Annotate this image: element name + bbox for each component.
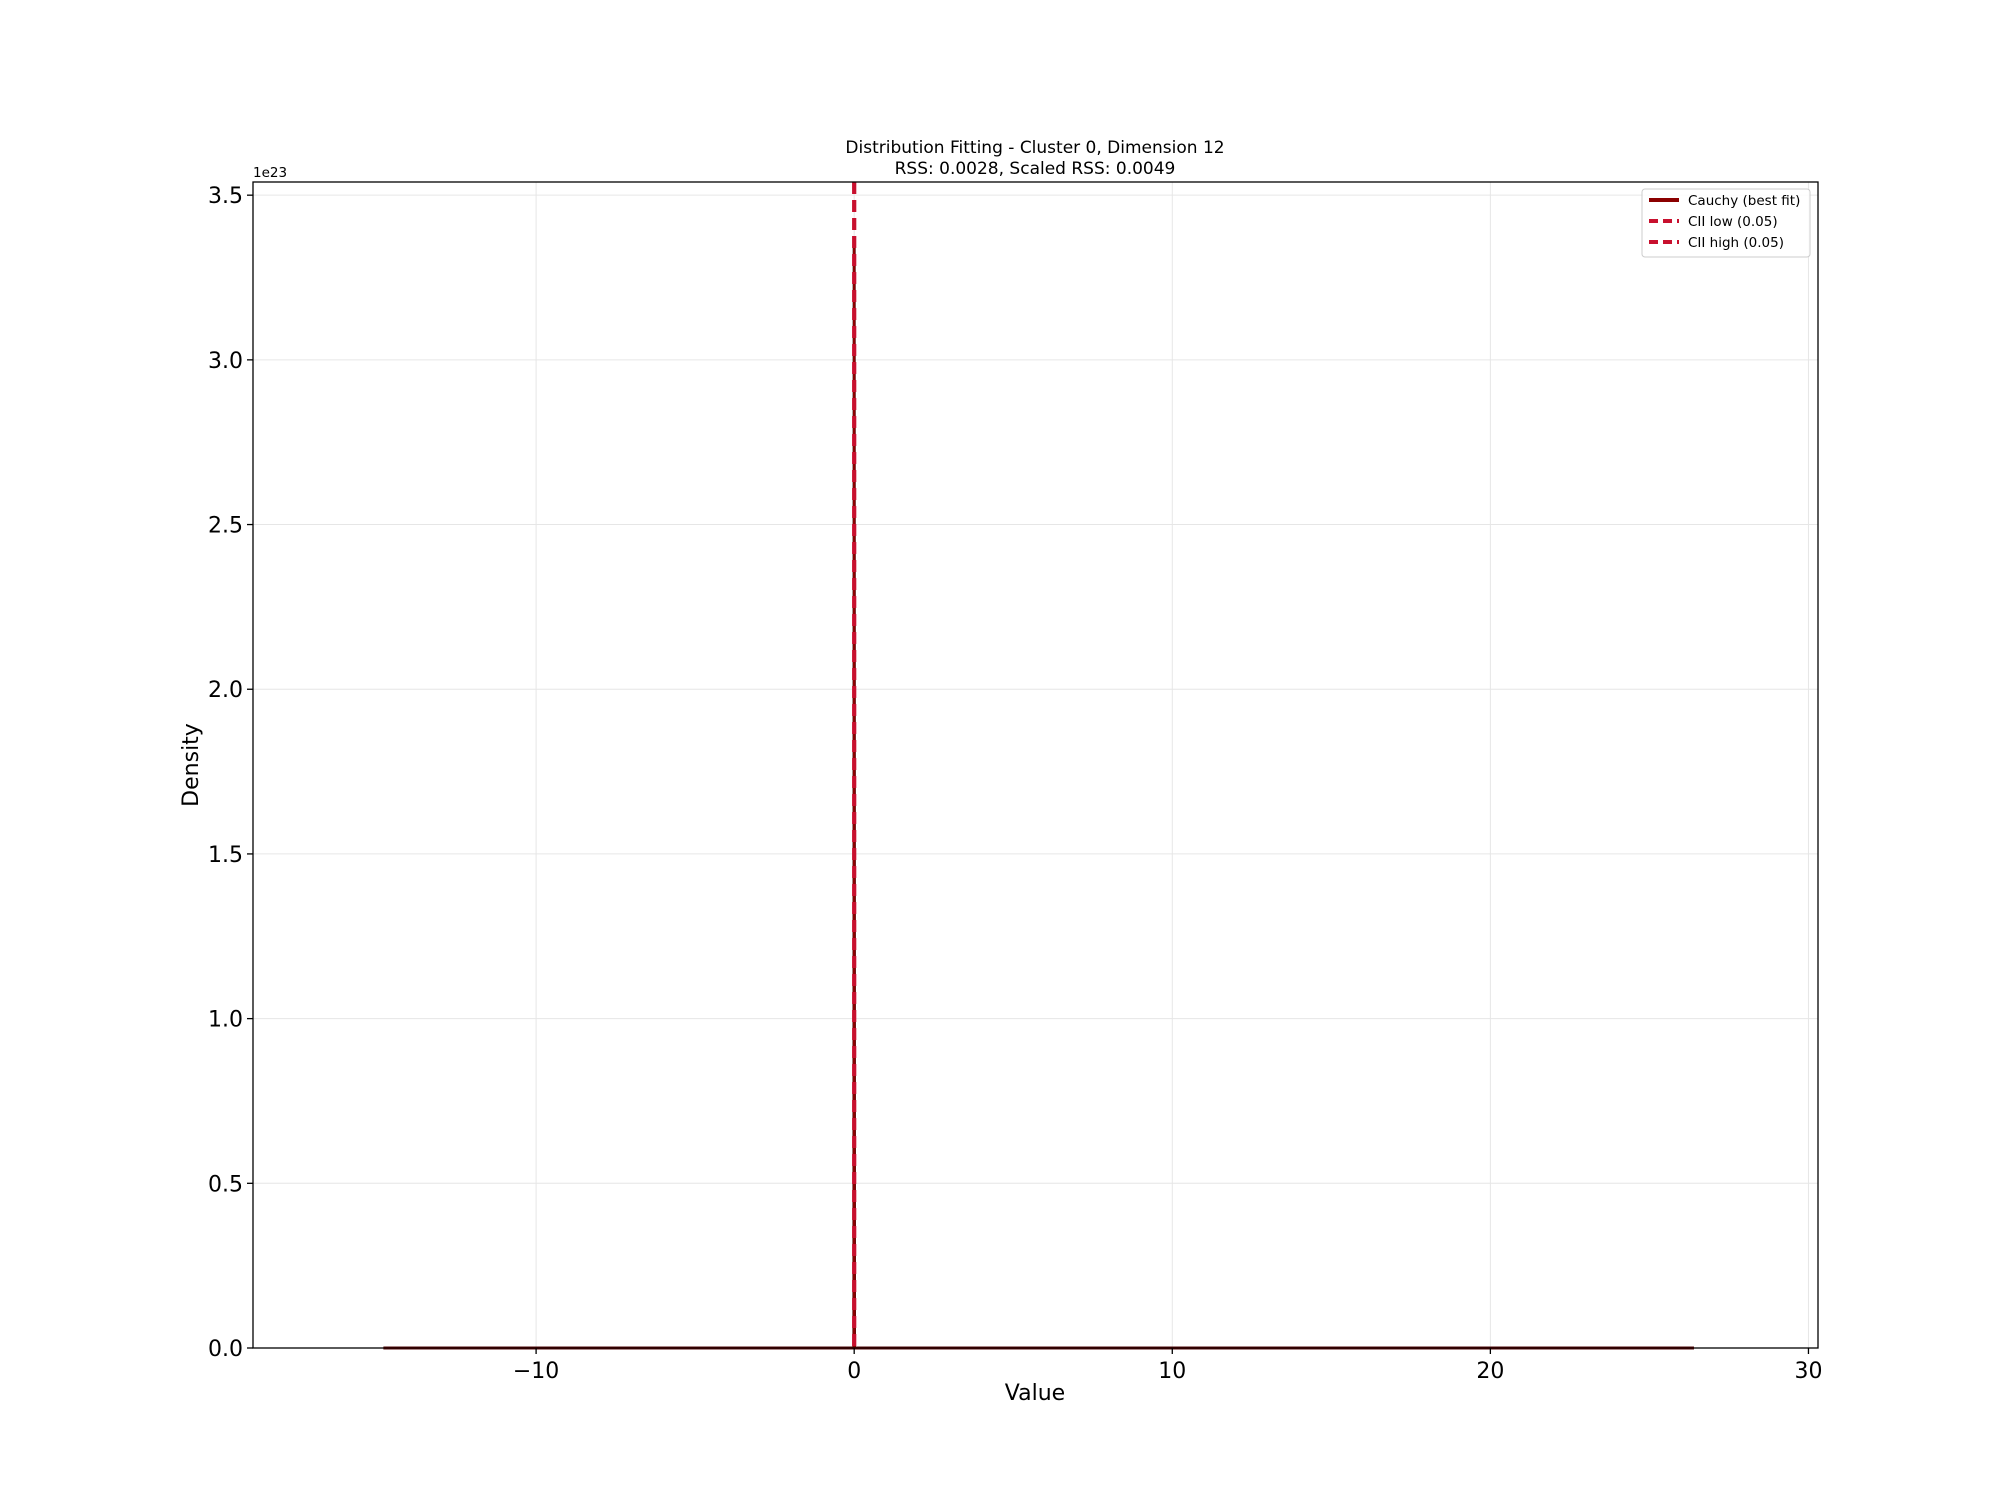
legend: Cauchy (best fit) CII low (0.05) CII hig…	[1641, 188, 1811, 258]
legend-label-cii-low: CII low (0.05)	[1688, 214, 1778, 230]
axis-ticks: −10 0 10 20 30 0.0 0.5 1.0 1.5 2.0 2.5 3.0 3.5	[208, 184, 1822, 1384]
y-tick-label: 3.0	[208, 349, 243, 374]
chart-subtitle: RSS: 0.0028, Scaled RSS: 0.0049	[895, 159, 1176, 179]
x-tick-label: 0	[847, 1359, 861, 1384]
y-tick-label: 2.5	[208, 514, 243, 539]
data-series	[383, 182, 1694, 1350]
x-tick-label: −10	[513, 1359, 559, 1384]
grid-lines	[253, 182, 1818, 1349]
y-tick-label: 1.5	[208, 843, 243, 868]
chart-title: Distribution Fitting - Cluster 0, Dimens…	[845, 138, 1224, 158]
y-tick-label: 0.0	[208, 1337, 243, 1362]
y-offset-label: 1e23	[253, 165, 287, 181]
y-tick-label: 3.5	[208, 184, 243, 209]
cauchy-fit-line	[383, 237, 1694, 1350]
y-tick-label: 0.5	[208, 1172, 243, 1197]
legend-box	[1641, 188, 1811, 258]
y-tick-label: 2.0	[208, 678, 243, 703]
legend-label-cii-high: CII high (0.05)	[1688, 235, 1784, 251]
x-axis-label: Value	[1005, 1381, 1065, 1406]
x-tick-label: 10	[1158, 1359, 1186, 1384]
cauchy-fit-shadow	[383, 237, 1694, 1350]
y-axis-label: Density	[179, 723, 204, 807]
x-tick-label: 30	[1794, 1359, 1822, 1384]
x-tick-label: 20	[1476, 1359, 1504, 1384]
legend-label-cauchy: Cauchy (best fit)	[1688, 193, 1800, 209]
plot-frame	[252, 181, 1819, 1349]
y-tick-label: 1.0	[208, 1008, 243, 1033]
